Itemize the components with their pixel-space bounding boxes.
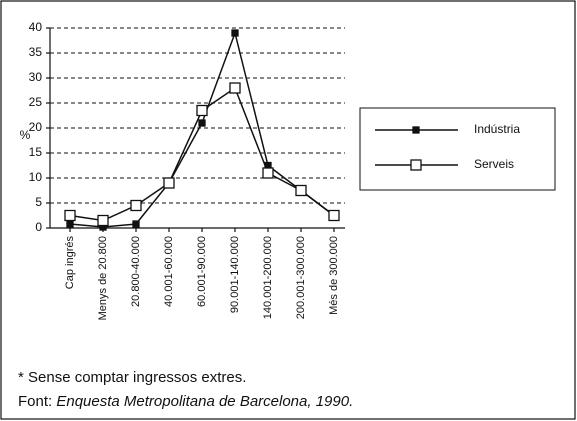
x-tick-label: Cap ingrés [64, 236, 76, 290]
x-tick-label: 140.001-200.000 [262, 236, 274, 319]
y-tick-label: 25 [29, 95, 43, 109]
source: Font: Enquesta Metropolitana de Barcelon… [18, 393, 353, 410]
legend-label: Serveis [474, 157, 514, 171]
marker [410, 159, 422, 171]
source-label: Font: [18, 393, 52, 410]
marker [198, 119, 206, 127]
marker [328, 209, 340, 222]
x-tick-label: 20.800-40.000 [130, 236, 142, 307]
line [69, 30, 335, 228]
marker [229, 82, 241, 94]
marker [295, 184, 307, 197]
marker [196, 104, 208, 117]
y-tick-label: 30 [29, 70, 43, 84]
y-tick-label: 15 [29, 145, 43, 159]
y-tick-label: 0 [35, 220, 42, 234]
marker [132, 220, 140, 228]
x-tick-label: Menys de 20.800 [97, 236, 109, 320]
marker [262, 167, 274, 179]
y-tick-label: 35 [29, 45, 43, 59]
y-axis-label: % [20, 128, 31, 142]
marker [66, 220, 74, 228]
y-tick-label: 20 [29, 120, 43, 134]
x-tick-label: 60.001-90.000 [196, 236, 208, 307]
y-tick-label: 5 [35, 195, 42, 209]
x-tick-label: 40.001-60.000 [163, 236, 175, 307]
marker [130, 199, 142, 212]
source-title: Enquesta Metropolitana de Barcelona, 199… [56, 393, 353, 410]
y-tick-label: 40 [29, 20, 43, 34]
x-tick-label: 200.001-300.000 [295, 236, 307, 319]
marker [163, 177, 175, 189]
marker [64, 209, 76, 222]
marker [97, 214, 109, 227]
x-tick-label: Més de 300.000 [328, 236, 340, 315]
marker [412, 126, 420, 134]
x-tick-label: 90.001-140.000 [229, 236, 241, 313]
y-tick-label: 10 [29, 170, 43, 184]
marker [231, 29, 239, 37]
legend-box [359, 107, 556, 191]
legend-label: Indústria [474, 122, 520, 136]
footnote: * Sense comptar ingressos extres. [18, 369, 246, 386]
